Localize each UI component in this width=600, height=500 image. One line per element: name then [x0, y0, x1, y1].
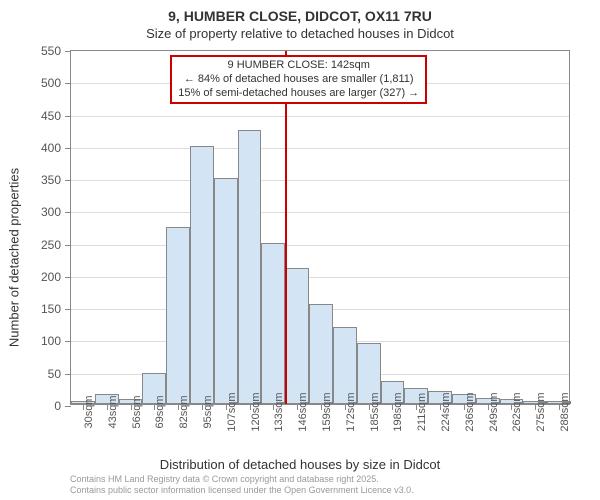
y-tick-label: 250	[41, 238, 61, 252]
y-tick-label: 500	[41, 76, 61, 90]
x-tick-label: 249sqm	[488, 392, 500, 431]
x-tick-label: 120sqm	[250, 392, 262, 431]
annotation-box: 9 HUMBER CLOSE: 142sqm← 84% of detached …	[170, 55, 427, 104]
x-tick-label: 172sqm	[345, 392, 357, 431]
x-tick-label: 236sqm	[464, 392, 476, 431]
gridline	[71, 245, 569, 246]
histogram-bar	[285, 268, 309, 404]
x-tick-label: 146sqm	[297, 392, 309, 431]
x-tick-label: 43sqm	[107, 395, 119, 428]
x-tick-label: 198sqm	[392, 392, 404, 431]
y-tick	[65, 341, 71, 342]
x-tick-label: 211sqm	[416, 393, 428, 431]
y-tick-label: 350	[41, 173, 61, 187]
y-tick	[65, 245, 71, 246]
y-tick-label: 50	[48, 367, 61, 381]
credits: Contains HM Land Registry data © Crown c…	[70, 474, 414, 496]
histogram-bar	[309, 304, 333, 404]
x-axis-label: Distribution of detached houses by size …	[160, 457, 440, 472]
histogram-bar	[214, 178, 238, 404]
y-tick	[65, 51, 71, 52]
chart-container: 9, HUMBER CLOSE, DIDCOT, OX11 7RU Size o…	[0, 0, 600, 500]
gridline	[71, 116, 569, 117]
x-tick-label: 30sqm	[83, 395, 95, 428]
chart-title: 9, HUMBER CLOSE, DIDCOT, OX11 7RU	[0, 8, 600, 24]
x-tick-label: 288sqm	[559, 392, 571, 431]
x-tick-label: 82sqm	[178, 395, 190, 428]
annotation-line: ← 84% of detached houses are smaller (1,…	[178, 73, 419, 87]
x-tick-label: 224sqm	[440, 392, 452, 431]
y-tick	[65, 374, 71, 375]
x-tick-label: 185sqm	[369, 392, 381, 431]
y-tick	[65, 180, 71, 181]
y-tick-label: 550	[41, 44, 61, 58]
histogram-bar	[261, 243, 285, 404]
y-tick	[65, 148, 71, 149]
y-tick-label: 300	[41, 205, 61, 219]
y-tick	[65, 309, 71, 310]
y-tick	[65, 277, 71, 278]
annotation-line: 9 HUMBER CLOSE: 142sqm	[178, 59, 419, 73]
y-tick	[65, 212, 71, 213]
y-tick-label: 200	[41, 270, 61, 284]
x-tick-label: 95sqm	[202, 395, 214, 428]
gridline	[71, 212, 569, 213]
x-tick-label: 262sqm	[511, 392, 523, 431]
y-tick-label: 0	[54, 399, 61, 413]
y-tick-label: 100	[41, 334, 61, 348]
histogram-bar	[238, 130, 262, 404]
y-tick	[65, 406, 71, 407]
chart-subtitle: Size of property relative to detached ho…	[0, 26, 600, 41]
y-axis-label: Number of detached properties	[7, 168, 22, 347]
credit-line-2: Contains public sector information licen…	[70, 485, 414, 496]
x-tick-label: 56sqm	[131, 395, 143, 428]
x-tick-label: 107sqm	[226, 392, 238, 431]
x-tick-label: 69sqm	[154, 395, 166, 428]
y-tick	[65, 83, 71, 84]
y-tick-label: 450	[41, 109, 61, 123]
y-tick-label: 400	[41, 141, 61, 155]
y-tick-label: 150	[41, 302, 61, 316]
title-block: 9, HUMBER CLOSE, DIDCOT, OX11 7RU Size o…	[0, 0, 600, 41]
histogram-bar	[166, 227, 190, 405]
x-tick-label: 159sqm	[321, 392, 333, 431]
y-tick	[65, 116, 71, 117]
x-tick-label: 275sqm	[535, 392, 547, 431]
gridline	[71, 277, 569, 278]
gridline	[71, 148, 569, 149]
x-tick-label: 133sqm	[273, 392, 285, 431]
credit-line-1: Contains HM Land Registry data © Crown c…	[70, 474, 414, 485]
plot-area: 05010015020025030035040045050055030sqm43…	[70, 50, 570, 405]
gridline	[71, 180, 569, 181]
annotation-line: 15% of semi-detached houses are larger (…	[178, 87, 419, 101]
histogram-bar	[190, 146, 214, 404]
